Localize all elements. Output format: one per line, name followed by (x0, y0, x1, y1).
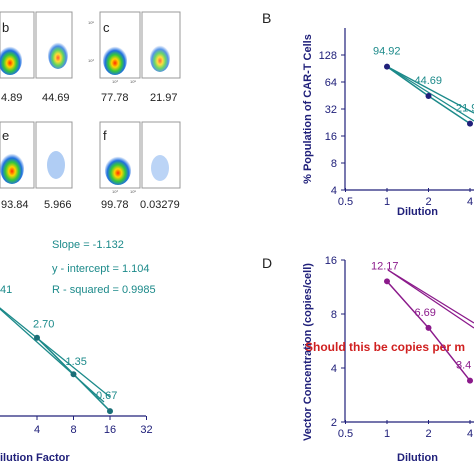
chart-marks: 2.701.350.6748163294.9244.6921.90.512412… (0, 46, 474, 440)
y-tick-label: 32 (325, 104, 337, 116)
flow-box (141, 121, 181, 189)
flow-letter-b: b (2, 20, 9, 35)
fit-line (0, 307, 111, 398)
data-point (384, 63, 390, 70)
flow-letter-e: e (2, 128, 9, 143)
y-axis-title-D: Vector Concentration (copies/cell) (302, 263, 314, 441)
x-tick-label: 32 (140, 424, 152, 436)
density-blob (105, 155, 131, 185)
y-axis-title-B: % Population of CAR-T Cells (302, 34, 314, 184)
flow-left-value: 99.78 (101, 199, 129, 211)
data-label: 44.69 (415, 75, 443, 87)
flow-y-tick: 10⁵ (88, 20, 94, 25)
flow-left-value: 4.89 (1, 92, 22, 104)
x-tick-label: 2 (425, 428, 431, 440)
flow-left-value: 77.78 (101, 92, 129, 104)
intercept-label: y - intercept = 1.104 (52, 263, 150, 275)
flow-right-value: 21.97 (150, 92, 178, 104)
fit-line (387, 269, 474, 324)
flow-panels: b c e f 10⁵ 10³ 10³ 10⁵ 10³ 10⁵ 4.89 44.… (0, 11, 181, 211)
x-axis-title-D: Dilution (397, 452, 438, 464)
data-point (425, 324, 432, 331)
flow-letter-c: c (103, 20, 110, 35)
y-tick-label: 8 (331, 158, 337, 170)
data-point (467, 377, 473, 384)
panel-label-D: D (262, 255, 272, 271)
data-label: 94.92 (373, 46, 401, 58)
y-tick-label: 2 (331, 417, 337, 429)
density-blob (151, 155, 169, 181)
fit-line (387, 66, 474, 122)
x-axis-title-left: ilution Factor (0, 452, 70, 464)
x-tick-label: 4 (467, 428, 473, 440)
density-blob (150, 44, 170, 72)
density-blob (0, 45, 22, 75)
red-note: Should this be copies per m (305, 340, 465, 354)
flow-right-value: 5.966 (44, 199, 72, 211)
y-tick-label: 4 (331, 363, 337, 375)
data-label: 2.70 (33, 319, 54, 331)
point-label-fragment: 41 (0, 284, 12, 296)
flow-x-tick: 10³ (112, 79, 118, 84)
flow-right-value: 0.03279 (140, 199, 180, 211)
data-point (384, 278, 390, 285)
flow-x-tick: 10⁵ (130, 79, 136, 84)
density-blob (0, 152, 24, 184)
flow-left-value: 93.84 (1, 199, 29, 211)
x-tick-label: 16 (104, 424, 116, 436)
flow-right-value: 44.69 (42, 92, 70, 104)
r-squared-label: R - squared = 0.9985 (52, 284, 156, 296)
x-tick-label: 0.5 (338, 428, 353, 440)
x-tick-label: 8 (70, 424, 76, 436)
fit-line (387, 269, 474, 329)
data-point (467, 120, 473, 127)
data-label: 6.69 (415, 307, 436, 319)
flow-x-tick: 10³ (112, 189, 118, 194)
density-blob (48, 41, 68, 69)
x-tick-label: 2 (425, 196, 431, 208)
y-tick-label: 16 (325, 131, 337, 143)
x-tick-label: 4 (467, 196, 473, 208)
panel-label-B: B (262, 10, 271, 26)
data-point (425, 92, 432, 99)
fit-line (387, 66, 474, 114)
flow-box (35, 121, 73, 189)
data-label: 3.4 (456, 360, 471, 372)
y-tick-label: 16 (325, 255, 337, 267)
fit-line (0, 308, 105, 403)
y-tick-label: 4 (331, 185, 337, 197)
density-blob (47, 151, 65, 179)
x-tick-label: 4 (34, 424, 40, 436)
y-tick-label: 64 (325, 77, 337, 89)
x-tick-label: 1 (384, 428, 390, 440)
y-tick-label: 8 (331, 309, 337, 321)
flow-x-tick: 10⁵ (130, 189, 136, 194)
flow-letter-f: f (103, 128, 107, 143)
data-label: 21.9 (456, 103, 474, 115)
data-point (34, 334, 40, 341)
slope-label: Slope = -1.132 (52, 239, 124, 251)
data-label: 1.35 (66, 356, 87, 368)
flow-y-tick: 10³ (88, 58, 94, 63)
data-label: 0.67 (96, 390, 117, 402)
data-point (70, 371, 77, 378)
x-axis-title-B: Dilution (397, 206, 438, 218)
data-label: 12.17 (371, 260, 399, 272)
x-tick-label: 1 (384, 196, 390, 208)
x-tick-label: 0.5 (338, 196, 353, 208)
data-point (107, 408, 113, 415)
y-tick-label: 128 (319, 50, 337, 62)
density-blob (103, 45, 127, 75)
